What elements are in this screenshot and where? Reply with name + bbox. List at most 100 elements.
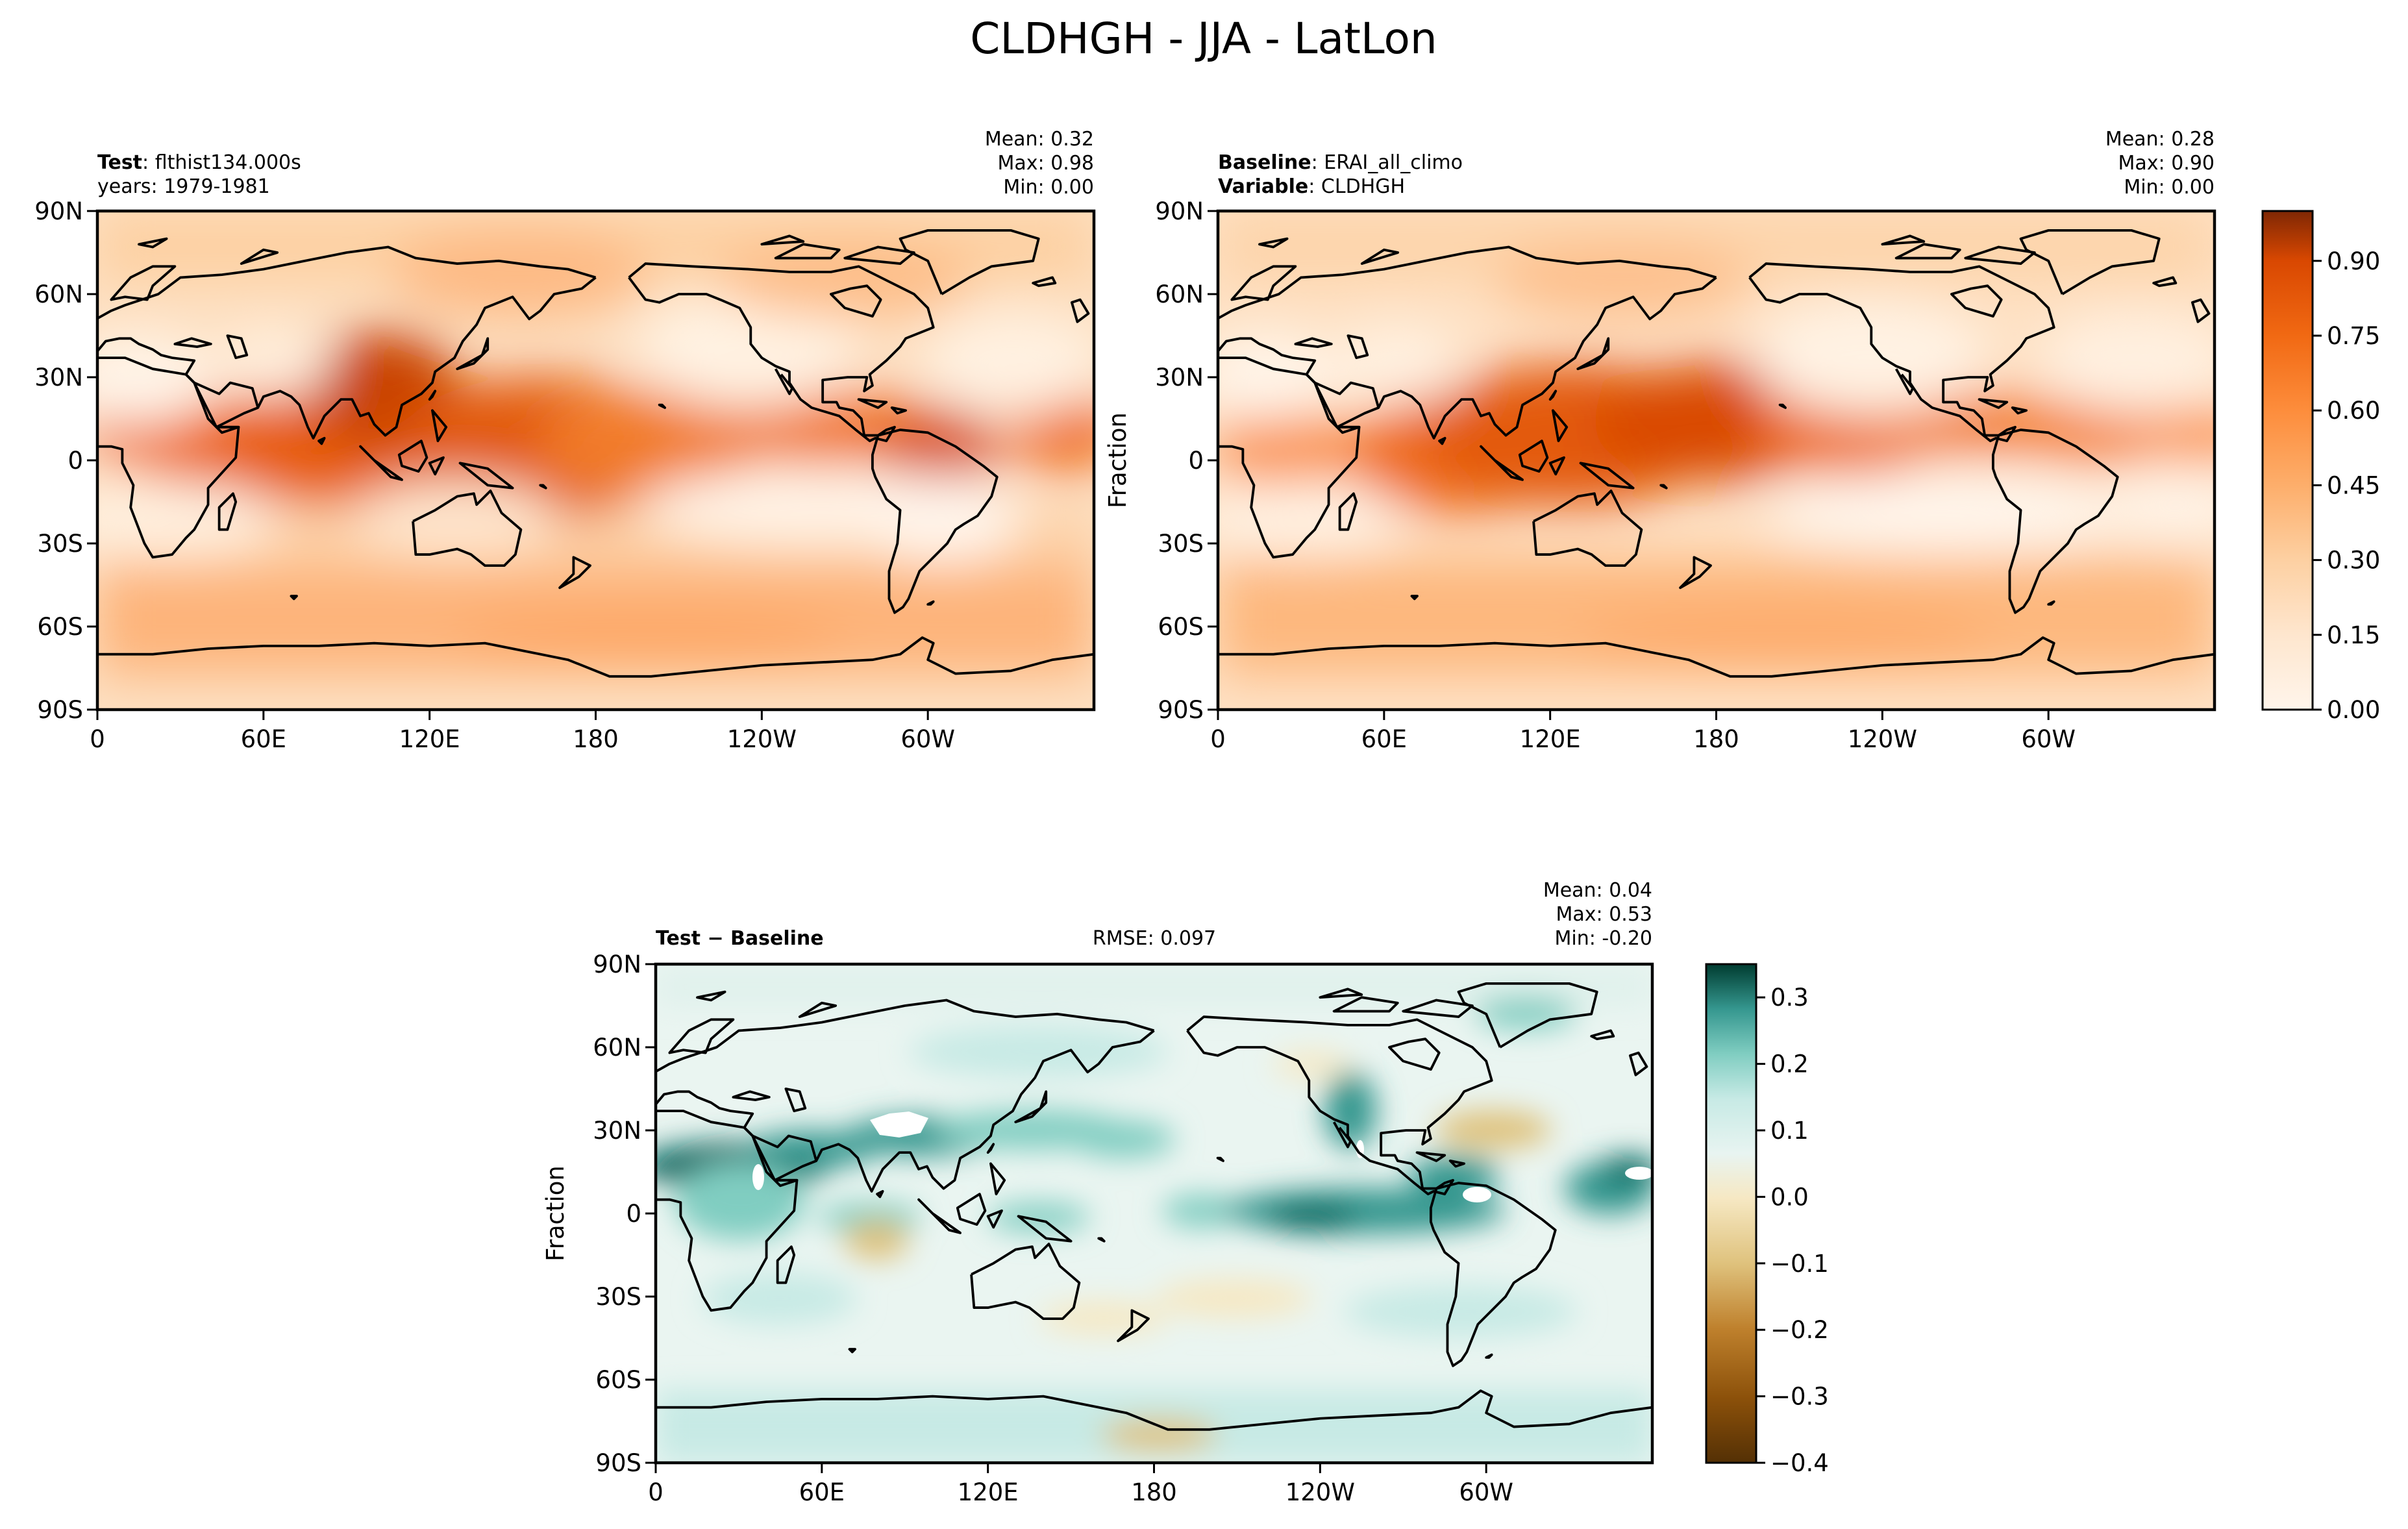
colorbar-brbg: 0.3 0.2 0.1 0.0 −0.1 −0.2 −0.3 −0.4 <box>1705 963 1829 1477</box>
panel-test-xtick-label-3: 180 <box>573 725 619 753</box>
panel-difference-min: Min: -0.20 <box>1555 927 1653 950</box>
colorbar-brbg-tick-label-0: 0.3 <box>1770 984 1809 1012</box>
panel-test-years: years: 1979-1981 <box>97 175 270 198</box>
panel-difference-header: Test − Baseline RMSE: 0.097 Mean: 0.04 M… <box>656 879 1652 950</box>
colorbar-brbg-tick-label-6: −0.3 <box>1770 1383 1829 1411</box>
panel-difference-xtick-label-1: 60E <box>799 1478 845 1506</box>
panel-test-ytick-label-4: 30S <box>37 530 83 558</box>
panel-difference-xtick-label-5: 60W <box>1459 1478 1513 1506</box>
colorbar-oranges-tick-label-2: 0.30 <box>2327 547 2380 575</box>
panel-baseline-max: Max: 0.90 <box>2118 152 2215 175</box>
panel-baseline-ytick-label-2: 30N <box>1155 364 1204 392</box>
panel-test-label-bold: Test <box>97 151 142 174</box>
panel-baseline-ytick-label-6: 90S <box>1158 696 1204 724</box>
panel-difference: Test − Baseline RMSE: 0.097 Mean: 0.04 M… <box>541 879 1654 1506</box>
panel-baseline-ylabel: Fraction <box>1104 412 1132 508</box>
panel-baseline-xtick-label-2: 120E <box>1520 725 1581 753</box>
panel-difference-ytick-label-2: 30N <box>593 1117 641 1145</box>
colorbar-brbg-tick-label-1: 0.2 <box>1770 1050 1809 1078</box>
panel-test-mean: Mean: 0.32 <box>985 128 1094 151</box>
colorbar-brbg-tick-label-3: 0.0 <box>1770 1183 1809 1211</box>
colorbar-brbg-tick-label-4: −0.1 <box>1770 1250 1829 1278</box>
panel-test-xtick-label-4: 120W <box>727 725 797 753</box>
panel-difference-max: Max: 0.53 <box>1556 903 1652 926</box>
panel-baseline-ytick-label-3: 0 <box>1188 447 1204 475</box>
svg-text:Test: flthist134.000s: Test: flthist134.000s <box>97 151 301 174</box>
colorbar-oranges-bar <box>2261 210 2314 711</box>
panel-baseline-xtick-label-3: 180 <box>1693 725 1739 753</box>
colorbar-brbg-ticks: 0.3 0.2 0.1 0.0 −0.1 −0.2 −0.3 −0.4 <box>1756 984 1829 1477</box>
panel-difference-ytick-label-0: 90N <box>593 951 641 978</box>
panel-baseline-variable-bold: Variable <box>1218 175 1308 198</box>
panel-test-field <box>97 211 1094 675</box>
panel-test-xtick-label-0: 0 <box>90 725 105 753</box>
panel-test-ytick-label-6: 90S <box>37 696 83 724</box>
panel-difference-missing <box>752 1112 1652 1202</box>
colorbar-oranges-tick-label-1: 0.15 <box>2327 621 2380 649</box>
panel-test-label-value: flthist134.000s <box>155 151 301 174</box>
colorbar-oranges-tick-label-0: 0.00 <box>2327 696 2380 724</box>
panel-baseline-xtick-label-0: 0 <box>1210 725 1226 753</box>
panel-test-xtick-label-5: 60W <box>900 725 955 753</box>
panel-baseline-label-bold: Baseline <box>1218 151 1311 174</box>
panel-baseline-mean: Mean: 0.28 <box>2105 128 2215 151</box>
colorbar-oranges-ticks: 0.00 0.15 0.30 0.45 0.60 0.75 0.90 <box>2313 247 2380 724</box>
colorbar-brbg-tick-label-5: −0.2 <box>1770 1316 1829 1344</box>
panel-difference-ytick-label-6: 90S <box>595 1449 641 1477</box>
svg-text:Baseline: ERAI_all_climo: Baseline: ERAI_all_climo <box>1218 151 1463 174</box>
panel-difference-ytick-label-5: 60S <box>595 1366 641 1394</box>
panel-test-ytick-label-2: 30N <box>34 364 83 392</box>
panel-test-map <box>97 211 1094 710</box>
panel-test-axes: 0 60E 120E 180 120W 60W 90N 60N 30N 0 30S 60S 90S <box>34 197 955 753</box>
colorbar-oranges-tick-label-4: 0.60 <box>2327 397 2380 425</box>
panel-baseline-variable-value: CLDHGH <box>1321 175 1405 198</box>
panel-difference-label: Test − Baseline <box>656 927 824 950</box>
panel-baseline-label-value: ERAI_all_climo <box>1324 151 1463 174</box>
colorbar-brbg-bar <box>1705 963 1757 1464</box>
panel-difference-ytick-label-4: 30S <box>595 1283 641 1311</box>
panel-test-ytick-label-3: 0 <box>68 447 83 475</box>
panel-baseline-variable-sep: : <box>1308 175 1321 198</box>
panel-difference-xtick-label-4: 120W <box>1285 1478 1355 1506</box>
panel-baseline-xtick-label-5: 60W <box>2021 725 2076 753</box>
panel-difference-xtick-label-2: 120E <box>958 1478 1019 1506</box>
panel-test-header: Test: flthist134.000s years: 1979-1981 M… <box>97 128 1094 199</box>
panel-baseline-xtick-label-1: 60E <box>1361 725 1407 753</box>
panel-baseline-min: Min: 0.00 <box>2124 176 2215 199</box>
colorbar-brbg-tick-label-7: −0.4 <box>1770 1449 1829 1477</box>
svg-text:Variable: CLDHGH: Variable: CLDHGH <box>1218 175 1405 198</box>
panel-baseline-ytick-label-0: 90N <box>1155 197 1204 225</box>
panel-test-min: Min: 0.00 <box>1003 176 1094 199</box>
panel-difference-ytick-label-3: 0 <box>626 1200 641 1228</box>
panel-difference-xtick-label-0: 0 <box>648 1478 664 1506</box>
panel-test-ytick-label-1: 60N <box>34 280 83 308</box>
panel-test-ytick-label-0: 90N <box>34 197 83 225</box>
panel-difference-axes: 0 60E 120E 180 120W 60W 90N 60N 30N 0 30S 60S 90S <box>593 951 1513 1506</box>
panel-difference-ytick-label-1: 60N <box>593 1034 641 1062</box>
panel-baseline-ytick-label-4: 30S <box>1158 530 1204 558</box>
panel-test-label-sep: : <box>142 151 155 174</box>
figure-title: CLDHGH - JJA - LatLon <box>970 14 1437 64</box>
panel-baseline-header: Baseline: ERAI_all_climo Variable: CLDHG… <box>1218 128 2215 199</box>
panel-baseline-xtick-label-4: 120W <box>1848 725 1917 753</box>
panel-difference-mean: Mean: 0.04 <box>1543 879 1652 902</box>
panel-baseline-field <box>1218 211 2215 675</box>
colorbar-oranges-tick-label-3: 0.45 <box>2327 471 2380 499</box>
panel-difference-field <box>656 967 1652 1463</box>
colorbar-oranges-tick-label-5: 0.75 <box>2327 322 2380 350</box>
panel-baseline: Baseline: ERAI_all_climo Variable: CLDHG… <box>1104 128 2216 753</box>
panel-test-max: Max: 0.98 <box>998 152 1094 175</box>
panel-baseline-map <box>1218 211 2215 710</box>
panel-baseline-ytick-label-5: 60S <box>1158 613 1204 641</box>
panel-test: Test: flthist134.000s years: 1979-1981 M… <box>34 128 1096 753</box>
panel-test-xtick-label-2: 120E <box>399 725 460 753</box>
panel-difference-map <box>656 964 1652 1463</box>
colorbar-oranges-tick-label-6: 0.90 <box>2327 247 2380 275</box>
panel-difference-rmse: RMSE: 0.097 <box>1093 927 1216 950</box>
panel-test-ytick-label-5: 60S <box>37 613 83 641</box>
panel-difference-ylabel: Fraction <box>541 1165 569 1262</box>
colorbar-brbg-tick-label-2: 0.1 <box>1770 1117 1809 1145</box>
panel-difference-xtick-label-3: 180 <box>1131 1478 1177 1506</box>
panel-baseline-label-sep: : <box>1311 151 1324 174</box>
